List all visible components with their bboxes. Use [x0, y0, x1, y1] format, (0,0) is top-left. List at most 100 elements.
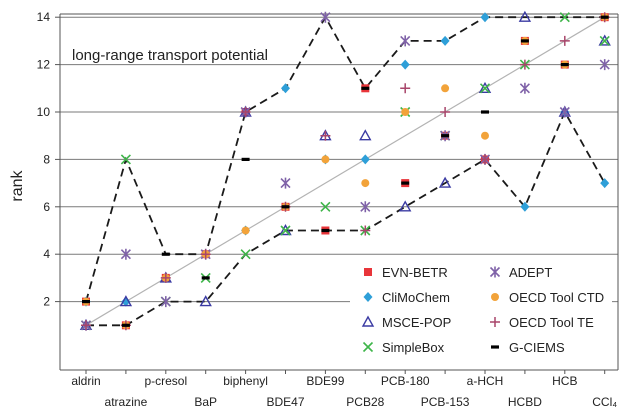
data-point	[598, 34, 611, 46]
legend-marker	[364, 268, 372, 276]
data-point	[281, 83, 290, 94]
data-point	[121, 296, 131, 307]
y-tick-label: 4	[43, 247, 50, 261]
data-point	[480, 154, 490, 165]
data-point	[401, 181, 410, 185]
data-point	[599, 35, 610, 46]
data-point	[320, 130, 331, 141]
data-point	[400, 59, 410, 70]
legend-marker	[490, 317, 500, 327]
data-point	[280, 177, 291, 189]
data-point	[199, 295, 212, 307]
y-tick-label: 14	[37, 10, 51, 24]
x-tick-label: a-HCH	[467, 374, 504, 388]
y-tick-label: 8	[43, 152, 50, 166]
reference-line	[85, 16, 606, 326]
data-point	[600, 178, 610, 189]
legend-item: OECD Tool TE	[490, 315, 594, 330]
data-point	[441, 84, 450, 93]
x-tick-label: biphenyl	[223, 374, 268, 388]
legend-item: MSCE-POP	[361, 315, 451, 330]
y-tick-label: 10	[37, 105, 51, 119]
data-point	[281, 205, 290, 209]
data-point	[520, 39, 529, 43]
data-point	[440, 107, 451, 117]
data-point	[559, 106, 570, 118]
y-axis-label: rank	[9, 169, 26, 201]
legend-label: G-CIEMS	[509, 340, 565, 355]
data-point	[360, 225, 371, 236]
data-point	[600, 15, 609, 19]
series-msce-pop	[79, 10, 611, 330]
legend-background	[350, 262, 612, 368]
legend-label: SimpleBox	[382, 340, 445, 355]
data-point	[481, 131, 489, 140]
data-point	[320, 11, 331, 23]
axes	[55, 13, 619, 374]
x-tick-label: HCBD	[508, 395, 542, 409]
data-point	[441, 134, 450, 138]
legend-label: MSCE-POP	[382, 315, 451, 330]
data-point	[519, 59, 530, 70]
envelope-lines	[85, 15, 606, 327]
legend-panel	[350, 262, 612, 368]
data-point	[200, 249, 211, 260]
legend-item: G-CIEMS	[491, 340, 565, 355]
data-point	[120, 248, 131, 260]
data-point	[360, 154, 370, 165]
data-point	[81, 320, 91, 331]
x-tick-label: PCB28	[346, 395, 384, 409]
data-point	[321, 155, 330, 164]
x-tick-label: HCB	[552, 374, 577, 388]
legend-marker	[491, 345, 499, 349]
data-point	[241, 226, 250, 235]
y-tick-label: 12	[37, 58, 51, 72]
data-point	[361, 179, 370, 188]
x-tick-label: BaP	[194, 395, 217, 409]
legend-marker	[362, 341, 374, 353]
data-point	[360, 201, 371, 213]
legend-label: EVN-BETR	[382, 265, 448, 280]
x-tick-label: p-cresol	[144, 374, 187, 388]
legend-label: OECD Tool TE	[509, 315, 594, 330]
data-point	[399, 200, 412, 212]
data-points	[79, 10, 611, 331]
y-tick-label: 2	[43, 295, 50, 309]
data-point	[400, 83, 411, 94]
data-point	[201, 276, 210, 280]
x-tick-label: PCB-153	[421, 395, 470, 409]
legend: EVN-BETR CliMoChem MSCE-POP SimpleBox ADEPT O…	[361, 265, 604, 355]
data-point	[279, 224, 292, 236]
data-point	[519, 82, 530, 94]
data-point	[480, 12, 490, 23]
data-point	[240, 249, 251, 260]
data-point	[560, 63, 569, 67]
legend-item: EVN-BETR	[364, 265, 448, 280]
x-tick-label: CCl₄	[592, 395, 617, 409]
series-oecd-tool-te	[81, 12, 610, 331]
data-point	[82, 300, 90, 304]
data-point	[321, 228, 330, 233]
data-point	[160, 272, 171, 283]
data-point	[121, 323, 130, 327]
data-point	[599, 59, 610, 71]
x-tick-label: PCB-180	[381, 374, 430, 388]
data-point	[478, 81, 492, 94]
data-point	[400, 35, 411, 47]
chart-title: long-range transport potential	[72, 47, 268, 64]
data-point	[479, 83, 491, 94]
data-point	[359, 129, 372, 141]
axis-labels: long-range transport potential rank 2 4 6 8…	[9, 10, 617, 409]
y-tick-label: 6	[43, 200, 50, 214]
data-point	[119, 295, 133, 307]
legend-label: ADEPT	[509, 265, 552, 280]
series-g-ciems	[82, 15, 609, 327]
legend-label: OECD Tool CTD	[509, 290, 604, 305]
legend-marker	[489, 266, 501, 278]
median-line	[85, 16, 606, 326]
data-point	[559, 12, 570, 23]
data-point	[280, 225, 291, 236]
gridlines	[60, 16, 618, 303]
data-point	[240, 107, 251, 117]
